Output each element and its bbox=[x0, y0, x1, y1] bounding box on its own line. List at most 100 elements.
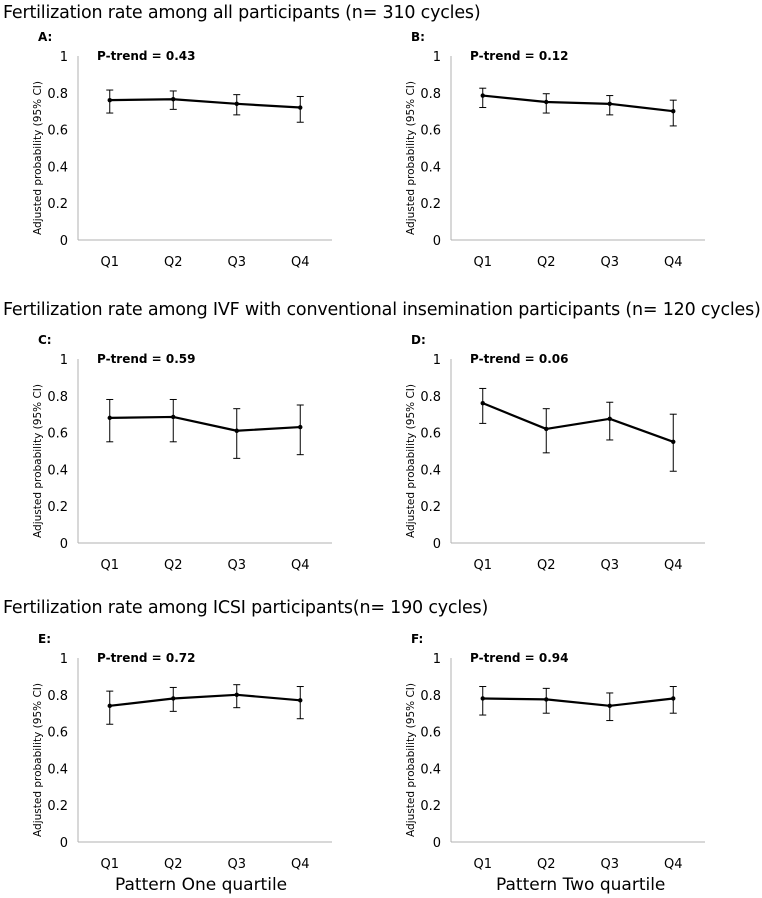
y-tick-label: 0.6 bbox=[47, 726, 68, 741]
data-point bbox=[544, 426, 549, 432]
section-title-all: Fertilization rate among all participant… bbox=[3, 3, 481, 23]
x-tick-label: Q3 bbox=[227, 558, 246, 573]
y-axis-title: Adjusted probability (95% CI) bbox=[32, 81, 44, 235]
y-tick-label: 0.6 bbox=[47, 124, 68, 139]
data-point bbox=[671, 109, 676, 114]
panel-label: B: bbox=[411, 30, 425, 44]
p-trend-annotation: P-trend = 0.94 bbox=[470, 651, 569, 665]
x-tick-label: Q1 bbox=[100, 558, 119, 573]
y-tick-label: 0.2 bbox=[420, 197, 441, 212]
y-tick-label: 0.4 bbox=[47, 463, 68, 478]
y-tick-label: 0.2 bbox=[47, 799, 68, 814]
chart-panel-b: B: P-trend = 0.12 0 0.2 0.4 0.6 0.8 1 Q1 Q2 Q3 Q4 Ad… bbox=[405, 30, 705, 270]
y-tick-label: 0.6 bbox=[47, 427, 68, 442]
x-tick-label: Q3 bbox=[600, 857, 619, 872]
y-tick-label: 1 bbox=[60, 353, 68, 368]
x-tick-label: Q4 bbox=[664, 558, 683, 573]
data-point bbox=[107, 703, 112, 709]
y-tick-label: 0.6 bbox=[420, 427, 441, 442]
data-point bbox=[607, 416, 612, 421]
y-tick-label: 0.2 bbox=[47, 197, 68, 212]
data-point bbox=[234, 428, 239, 433]
panel-label: A: bbox=[38, 30, 52, 44]
y-tick-label: 0.6 bbox=[420, 124, 441, 139]
p-trend-annotation: P-trend = 0.43 bbox=[97, 49, 196, 63]
y-tick-label: 0.2 bbox=[420, 799, 441, 814]
data-point bbox=[171, 696, 176, 701]
data-point bbox=[607, 101, 612, 107]
chart-panel-e: E: P-trend = 0.72 0 0.2 0.4 0.6 0.8 1 Q1 Q2 Q3 Q4 Ad… bbox=[32, 632, 332, 872]
p-trend-annotation: P-trend = 0.12 bbox=[470, 49, 569, 63]
data-point bbox=[607, 703, 612, 709]
y-tick-label: 0.8 bbox=[47, 689, 68, 704]
x-tick-label: Q2 bbox=[537, 558, 556, 573]
x-tick-label: Q2 bbox=[164, 857, 183, 872]
data-point bbox=[544, 697, 549, 702]
y-tick-label: 0.4 bbox=[47, 160, 68, 175]
panel-label: C: bbox=[38, 333, 52, 347]
chart-panel-a: A: P-trend = 0.43 0 0.2 0.4 0.6 0.8 1 Q1 Q2 Q3 Q4 Ad… bbox=[32, 30, 332, 270]
data-point bbox=[544, 99, 549, 105]
y-tick-label: 0.6 bbox=[420, 726, 441, 741]
data-point bbox=[107, 415, 112, 421]
y-tick-label: 1 bbox=[60, 50, 68, 65]
x-tick-label: Q1 bbox=[473, 857, 492, 872]
x-tick-label: Q2 bbox=[537, 857, 556, 872]
x-tick-label: Q4 bbox=[291, 857, 310, 872]
section-title-icsi: Fertilization rate among ICSI participan… bbox=[3, 598, 489, 618]
x-tick-label: Q3 bbox=[600, 558, 619, 573]
y-axis-title: Adjusted probability (95% CI) bbox=[405, 683, 417, 837]
x-tick-label: Q4 bbox=[291, 558, 310, 573]
x-tick-label: Q4 bbox=[291, 255, 310, 270]
x-tick-label: Q1 bbox=[100, 255, 119, 270]
data-point bbox=[480, 400, 485, 406]
x-tick-label: Q3 bbox=[227, 857, 246, 872]
y-axis-title: Adjusted probability (95% CI) bbox=[405, 384, 417, 538]
series-line bbox=[482, 94, 674, 113]
data-point bbox=[171, 414, 176, 420]
y-tick-label: 0 bbox=[60, 537, 68, 552]
y-tick-label: 0.2 bbox=[420, 500, 441, 515]
section-title-ivf: Fertilization rate among IVF with conven… bbox=[3, 300, 761, 320]
x-tick-label: Q2 bbox=[164, 255, 183, 270]
x-axis-label-pattern-one: Pattern One quartile bbox=[115, 875, 288, 895]
chart-panel-f: F: P-trend = 0.94 0 0.2 0.4 0.6 0.8 1 Q1 Q2 Q3 Q4 Ad… bbox=[405, 632, 705, 872]
p-trend-annotation: P-trend = 0.06 bbox=[470, 352, 569, 366]
y-tick-label: 0 bbox=[433, 234, 441, 249]
x-axis-label-pattern-two: Pattern Two quartile bbox=[496, 875, 666, 895]
chart-panel-c: C: P-trend = 0.59 0 0.2 0.4 0.6 0.8 1 Q1 Q2 Q3 Q4 Ad… bbox=[32, 333, 332, 573]
y-tick-label: 1 bbox=[60, 652, 68, 667]
x-tick-label: Q1 bbox=[473, 255, 492, 270]
y-tick-label: 0 bbox=[60, 836, 68, 851]
y-tick-label: 0 bbox=[433, 537, 441, 552]
p-trend-annotation: P-trend = 0.59 bbox=[97, 352, 196, 366]
x-tick-label: Q4 bbox=[664, 857, 683, 872]
y-axis-title: Adjusted probability (95% CI) bbox=[405, 81, 417, 235]
series-line bbox=[482, 697, 674, 707]
series-line bbox=[109, 415, 301, 432]
panel-label: E: bbox=[38, 632, 51, 646]
x-tick-label: Q2 bbox=[164, 558, 183, 573]
x-tick-label: Q1 bbox=[100, 857, 119, 872]
data-point bbox=[298, 105, 303, 110]
y-tick-label: 0.4 bbox=[420, 762, 441, 777]
panel-label: D: bbox=[411, 333, 426, 347]
series-line bbox=[482, 402, 674, 443]
y-tick-label: 0.8 bbox=[47, 87, 68, 102]
x-tick-label: Q3 bbox=[600, 255, 619, 270]
series-line bbox=[109, 98, 301, 109]
data-point bbox=[234, 692, 239, 697]
data-point bbox=[480, 696, 485, 701]
y-axis-title: Adjusted probability (95% CI) bbox=[32, 384, 44, 538]
data-point bbox=[107, 97, 112, 103]
x-tick-label: Q2 bbox=[537, 255, 556, 270]
y-tick-label: 1 bbox=[433, 50, 441, 65]
y-tick-label: 1 bbox=[433, 652, 441, 667]
panel-label: F: bbox=[411, 632, 423, 646]
p-trend-annotation: P-trend = 0.72 bbox=[97, 651, 196, 665]
chart-panel-d: D: P-trend = 0.06 0 0.2 0.4 0.6 0.8 1 Q1 Q2 Q3 Q4 Ad… bbox=[405, 333, 705, 573]
data-point bbox=[234, 101, 239, 107]
x-tick-label: Q3 bbox=[227, 255, 246, 270]
y-axis-title: Adjusted probability (95% CI) bbox=[32, 683, 44, 837]
series-line bbox=[109, 693, 301, 707]
